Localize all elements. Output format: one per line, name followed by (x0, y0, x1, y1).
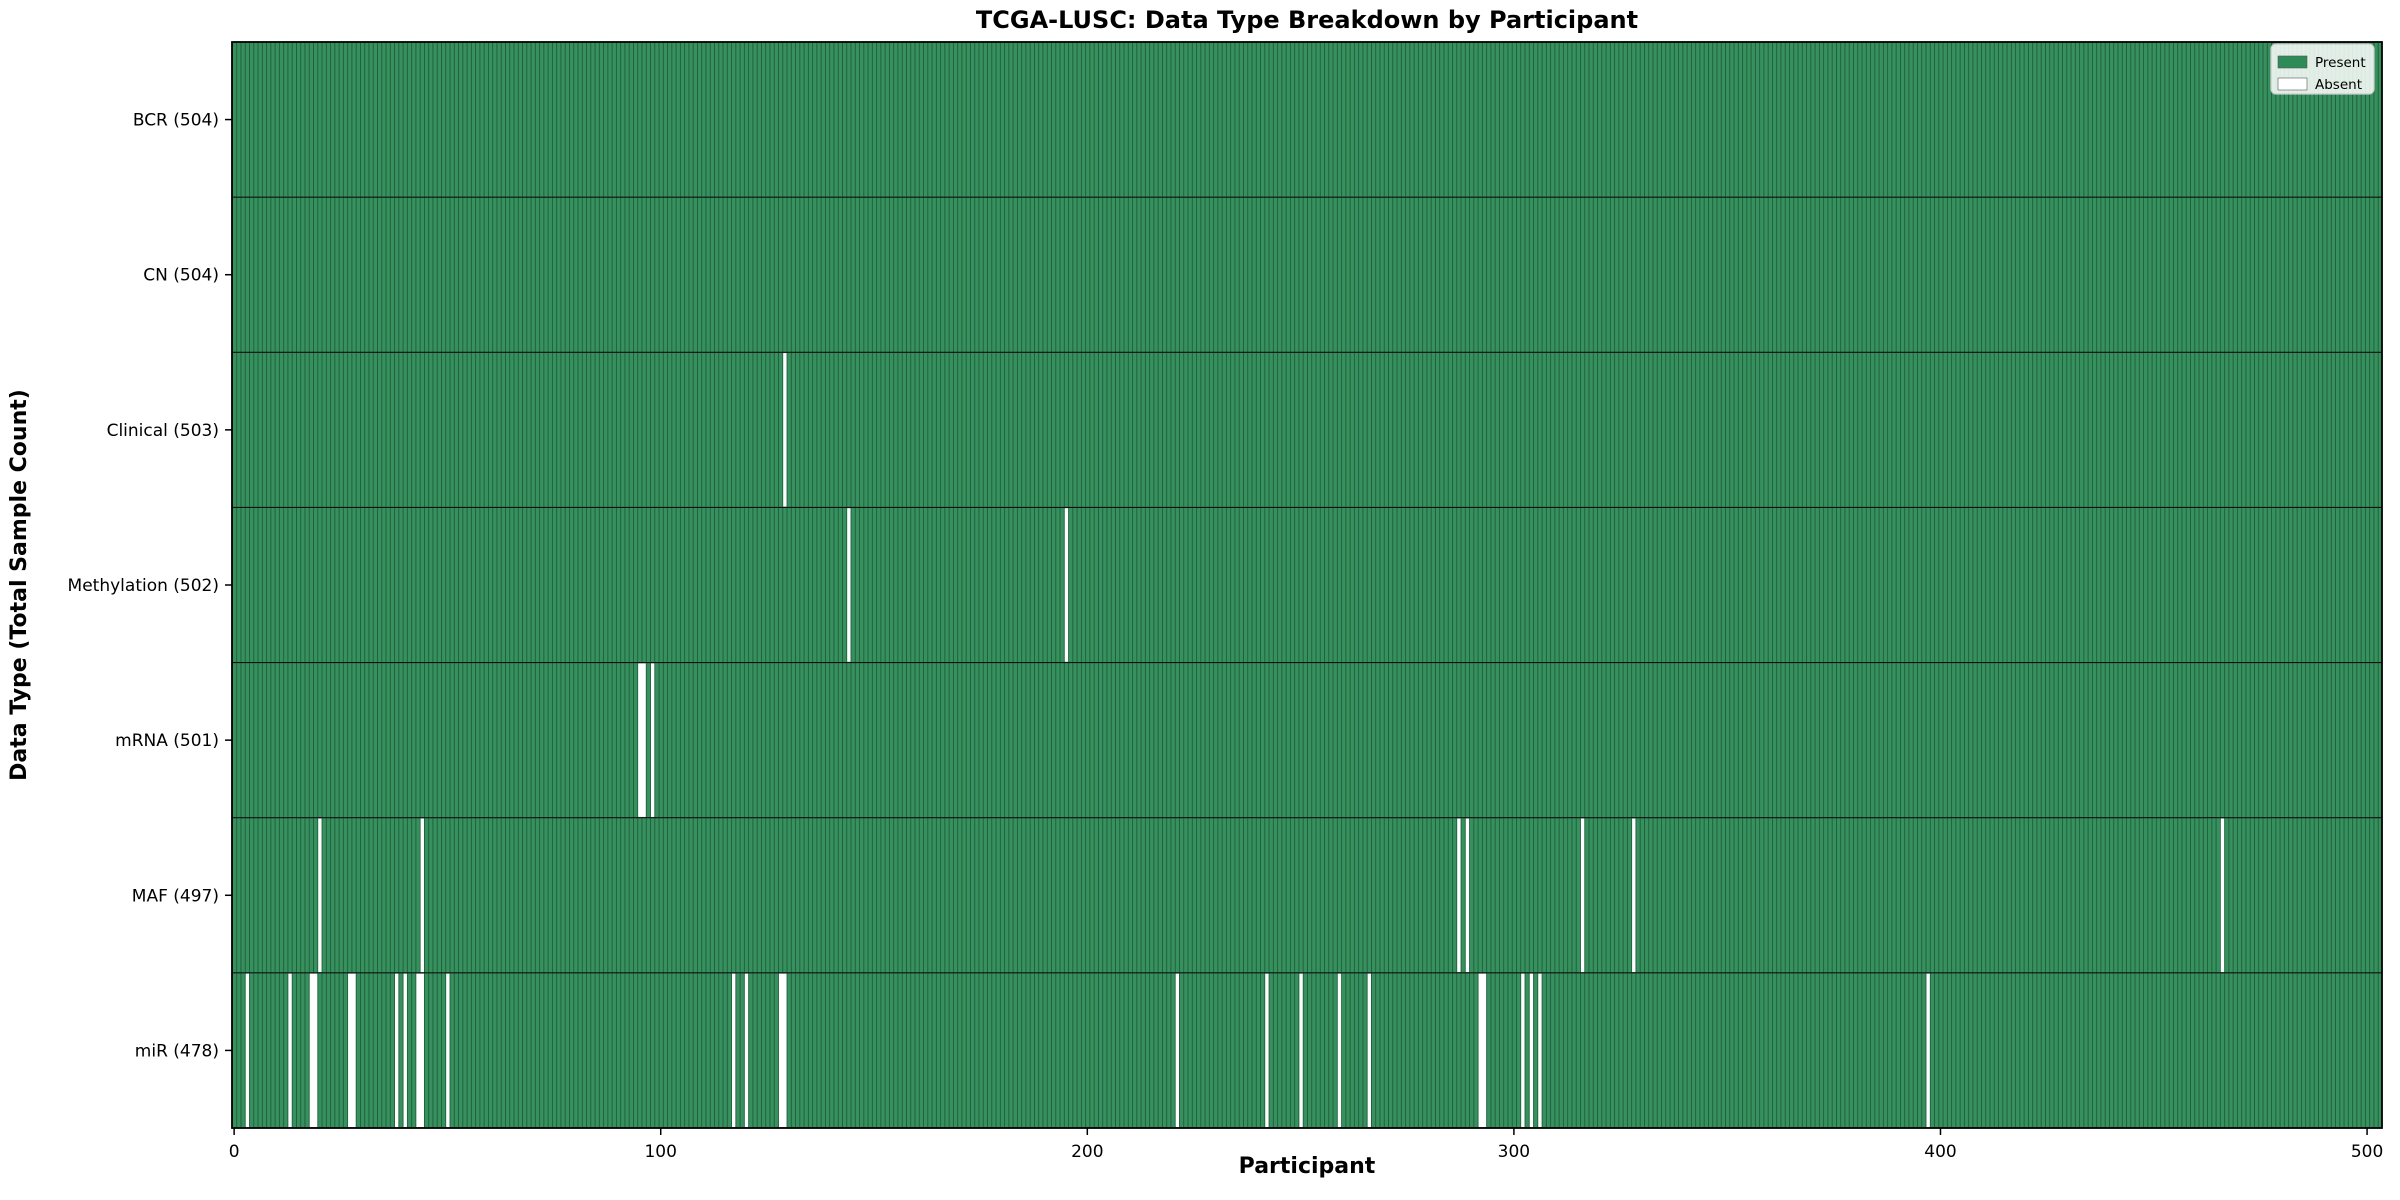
y-tick-label-Methylation: Methylation (502) (68, 576, 219, 596)
legend-label-present: Present (2315, 55, 2366, 71)
absent-gap-miR (1367, 973, 1371, 1128)
x-tick-label: 500 (2351, 1142, 2383, 1162)
legend-label-absent: Absent (2315, 77, 2362, 93)
absent-gap-miR (1926, 973, 1930, 1128)
x-tick-label: 400 (1924, 1142, 1956, 1162)
y-tick-label-Clinical: Clinical (503) (107, 421, 219, 441)
absent-gap-MAF (420, 818, 424, 973)
absent-gap-miR (1529, 973, 1534, 1128)
absent-gap-Clinical (783, 353, 787, 507)
legend-swatch-present (2277, 55, 2308, 69)
absent-gap-Methylation (847, 508, 851, 662)
x-tick-label: 0 (229, 1142, 240, 1162)
absent-gap-miR (288, 973, 292, 1128)
absent-gap-MAF (1632, 818, 1636, 973)
absent-gap-MAF (1465, 818, 1470, 973)
x-axis-label: Participant (1239, 1154, 1376, 1179)
absent-gap-miR (744, 973, 749, 1128)
legend-swatch-absent (2277, 77, 2308, 91)
absent-gap-miR (403, 973, 407, 1128)
absent-gap-miR (1478, 973, 1487, 1128)
absent-gap-mRNA (650, 663, 655, 817)
absent-gap-MAF (318, 818, 322, 973)
absent-gap-miR (348, 973, 356, 1128)
absent-gap-miR (732, 973, 736, 1128)
present-bars (232, 42, 2382, 1128)
plot-frame (231, 41, 2383, 1129)
absent-gap-miR (1175, 973, 1180, 1128)
y-tick-label-mRNA: mRNA (501) (115, 731, 219, 751)
y-axis-label: Data Type (Total Sample Count) (7, 389, 32, 781)
absent-gap-miR (395, 973, 399, 1128)
legend: Present Absent (2270, 43, 2375, 95)
x-tick-label: 300 (1498, 1142, 1530, 1162)
absent-gap-miR (446, 973, 450, 1128)
absent-gap-MAF (2220, 818, 2225, 973)
absent-gap-miR (1538, 973, 1542, 1128)
plot-area: BCR (504) CN (504) Clinical (503) Methylati… (68, 41, 2383, 1162)
x-tick-label: 200 (1071, 1142, 1103, 1162)
absent-gap-MAF (1580, 818, 1585, 973)
x-tick-label: 100 (644, 1142, 676, 1162)
absent-gap-MAF (1457, 818, 1461, 973)
absent-gap-miR (416, 973, 424, 1128)
y-tick-label-BCR: BCR (504) (133, 111, 219, 131)
absent-gap-miR (1521, 973, 1525, 1128)
absent-gap-miR (245, 973, 250, 1128)
absent-gap-miR (1265, 973, 1269, 1128)
y-tick-label-MAF: MAF (497) (132, 886, 219, 906)
chart-title: TCGA-LUSC: Data Type Breakdown by Partic… (976, 6, 1638, 34)
absent-gap-miR (778, 973, 787, 1128)
absent-gap-miR (1299, 973, 1303, 1128)
y-tick-label-miR: miR (478) (135, 1041, 219, 1061)
absent-gap-mRNA (638, 663, 646, 817)
absent-gap-Methylation (1064, 508, 1069, 662)
y-tick-label-CN: CN (504) (143, 266, 219, 286)
absent-gap-miR (1337, 973, 1342, 1128)
absent-gap-miR (309, 973, 318, 1128)
